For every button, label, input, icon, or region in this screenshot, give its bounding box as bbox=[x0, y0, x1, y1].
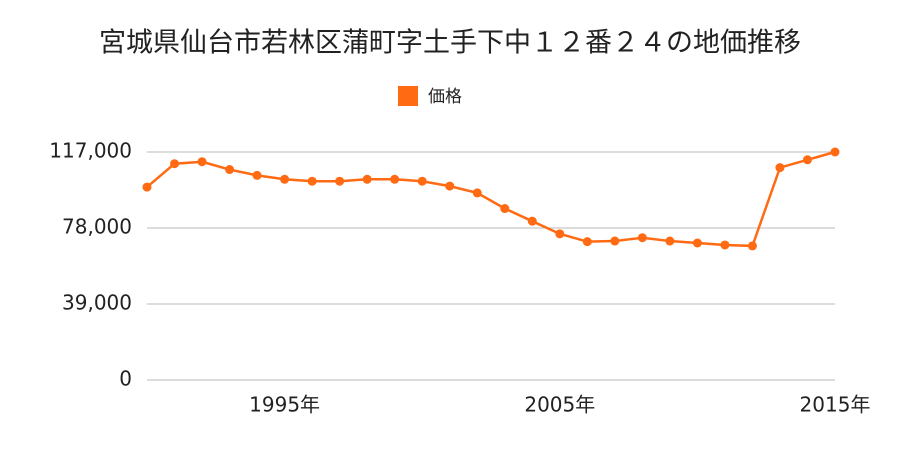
point bbox=[170, 159, 180, 169]
y-tick-label: 0 bbox=[119, 367, 132, 391]
point bbox=[665, 236, 675, 246]
point bbox=[280, 174, 290, 184]
point bbox=[417, 176, 427, 186]
chart-title: 宮城県仙台市若林区蒲町字土手下中１２番２４の地価推移 bbox=[99, 28, 801, 59]
point bbox=[692, 238, 702, 248]
point bbox=[335, 176, 345, 186]
legend-swatch bbox=[398, 86, 418, 106]
x-tick-label: 1995年 bbox=[249, 393, 320, 417]
point bbox=[252, 170, 262, 180]
y-tick-label: 78,000 bbox=[62, 215, 132, 239]
point bbox=[637, 233, 647, 243]
x-tick-label: 2005年 bbox=[524, 393, 595, 417]
legend-label: 価格 bbox=[428, 87, 462, 107]
point bbox=[472, 188, 482, 198]
y-tick-label: 39,000 bbox=[62, 291, 132, 315]
point bbox=[610, 236, 620, 246]
point bbox=[362, 174, 372, 184]
point bbox=[720, 240, 730, 250]
point bbox=[142, 182, 152, 192]
point bbox=[802, 155, 812, 165]
line bbox=[146, 150, 836, 248]
point bbox=[197, 157, 207, 167]
point bbox=[445, 181, 455, 191]
point bbox=[500, 204, 510, 214]
point bbox=[747, 241, 757, 251]
point bbox=[390, 174, 400, 184]
point bbox=[830, 147, 840, 157]
point bbox=[225, 165, 235, 175]
point bbox=[555, 229, 565, 239]
point bbox=[582, 237, 592, 247]
y-tick-label: 117,000 bbox=[49, 139, 132, 163]
x-tick-label: 2015年 bbox=[800, 393, 871, 417]
point bbox=[775, 163, 785, 173]
point bbox=[527, 216, 537, 226]
point bbox=[307, 176, 317, 186]
